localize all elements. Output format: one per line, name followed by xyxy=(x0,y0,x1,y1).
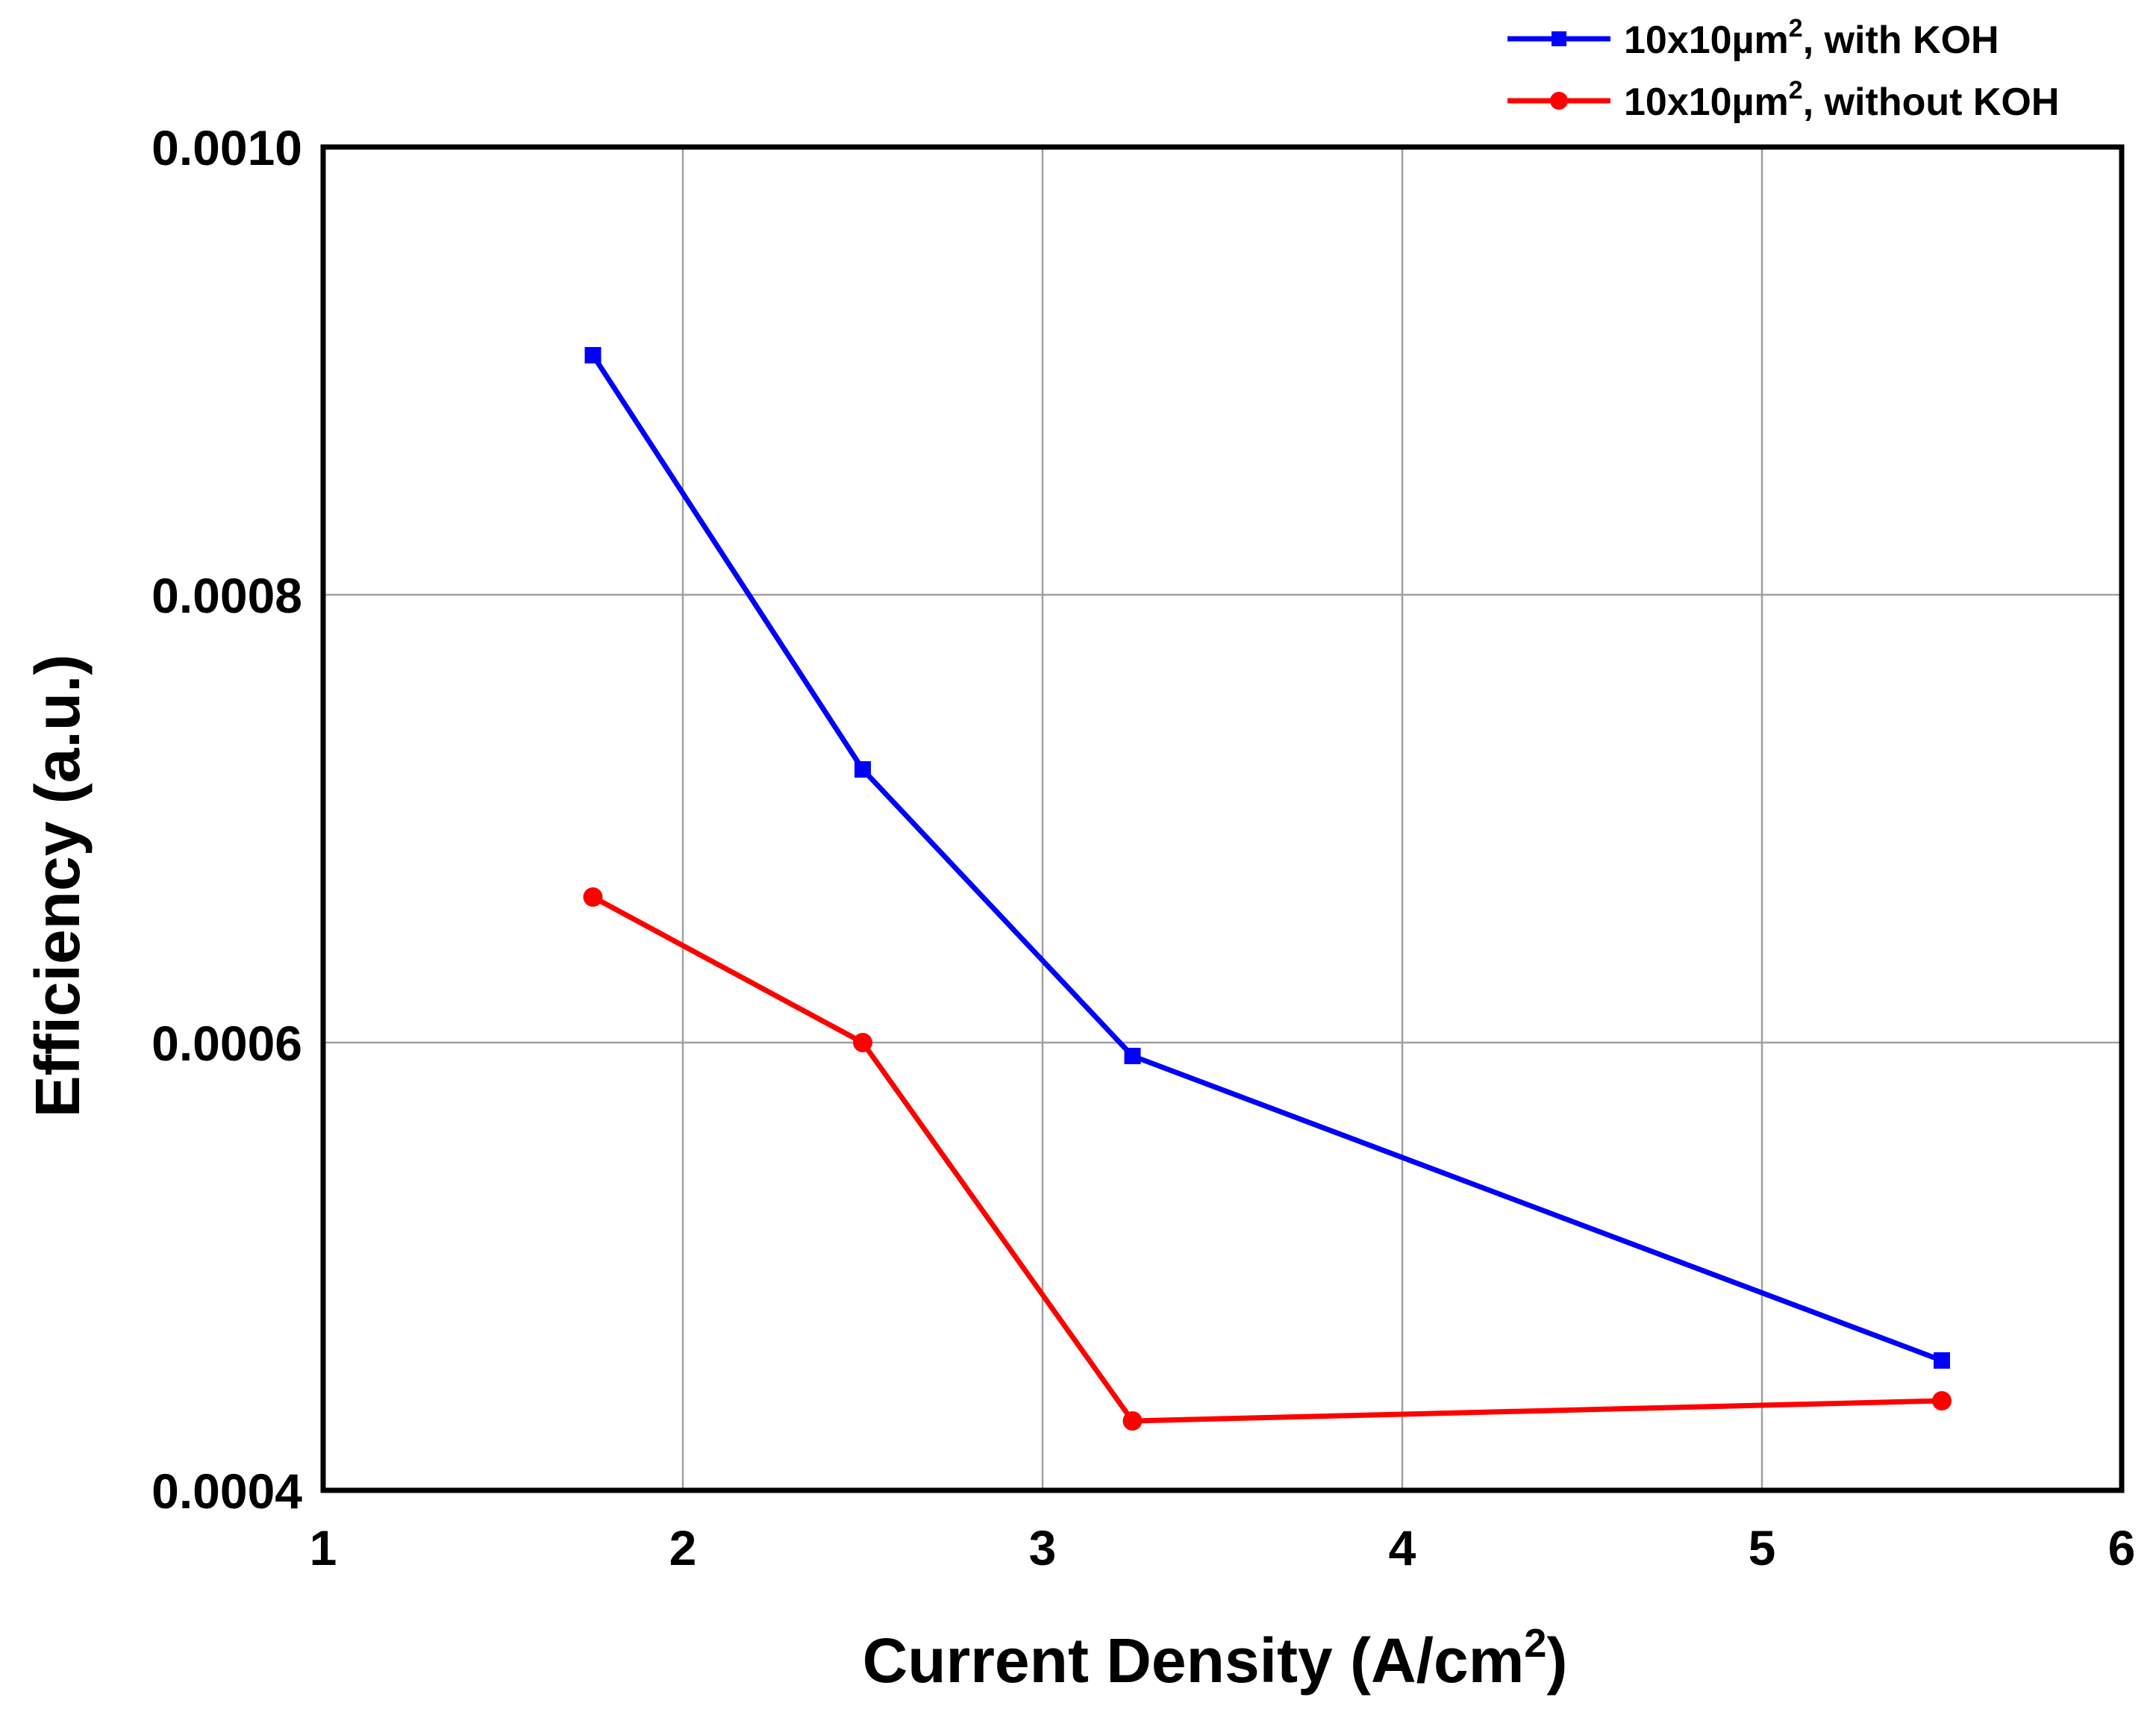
y-tick-label: 0.0006 xyxy=(151,1016,302,1071)
x-tick-label: 1 xyxy=(310,1520,337,1575)
y-axis-title: Efficiency (a.u.) xyxy=(22,654,93,1118)
legend-swatch-marker xyxy=(1550,92,1568,110)
data-point xyxy=(854,761,871,778)
y-tick-label: 0.0008 xyxy=(151,568,302,623)
series-line xyxy=(591,894,1943,1424)
data-point xyxy=(1122,1411,1143,1431)
x-axis-title-sup: 2 xyxy=(1524,1621,1546,1666)
y-tick-label: 0.0004 xyxy=(151,1463,302,1519)
x-tick-label: 6 xyxy=(2108,1520,2136,1575)
legend-entry: 10x10µm2, with KOH xyxy=(1507,14,1999,62)
series-layer xyxy=(583,347,1952,1431)
x-tick-label: 2 xyxy=(669,1520,697,1575)
x-tick-label: 4 xyxy=(1389,1520,1416,1575)
legend: 10x10µm2, with KOH 10x10µm2, without KOH xyxy=(1507,14,2059,124)
data-point xyxy=(1124,1048,1141,1064)
plot-frame xyxy=(320,144,2125,1493)
legend-entry: 10x10µm2, without KOH xyxy=(1507,76,2059,124)
legend-label: 10x10µm2, with KOH xyxy=(1624,14,1999,62)
series-without-koh xyxy=(583,887,1952,1431)
x-tick-label: 3 xyxy=(1029,1520,1057,1575)
data-point xyxy=(583,887,603,907)
legend-swatch-marker xyxy=(1552,31,1566,46)
data-point xyxy=(1932,1391,1952,1410)
legend-label: 10x10µm2, without KOH xyxy=(1624,76,2059,124)
data-point xyxy=(1934,1352,1950,1369)
tick-labels: 1 2 3 4 5 6 0.0004 0.0006 0.0008 0.0010 xyxy=(151,120,2135,1575)
series-with-koh xyxy=(584,347,1950,1369)
y-tick-label: 0.0010 xyxy=(151,120,302,175)
data-point xyxy=(853,1033,872,1052)
data-point xyxy=(584,347,602,363)
series-line xyxy=(590,354,1943,1363)
x-axis-title: Current Density (A/cm2) xyxy=(863,1621,1568,1696)
x-tick-label: 5 xyxy=(1749,1520,1776,1575)
